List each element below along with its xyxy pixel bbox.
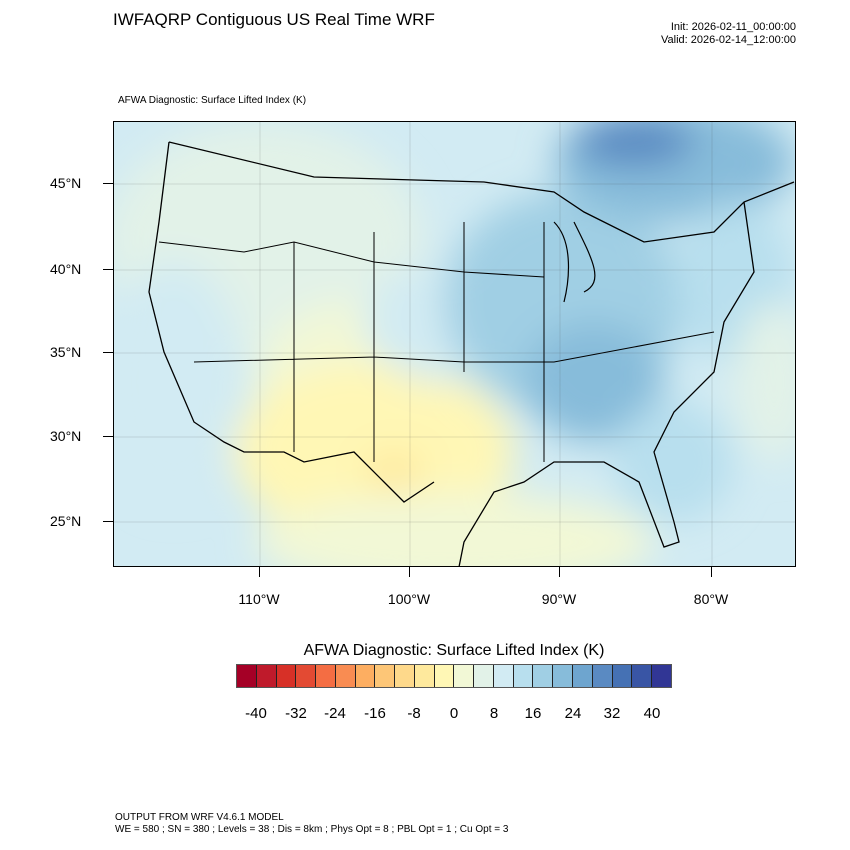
- colorbar-label: -8: [407, 705, 421, 722]
- us-outline: [148, 141, 795, 566]
- lat-label: 30°N: [50, 428, 82, 444]
- colorbar-swatch: [434, 665, 455, 687]
- init-time: Init: 2026-02-11_00:00:00: [670, 21, 796, 33]
- colorbar-swatch: [612, 665, 633, 687]
- colorbar-label: 8: [489, 705, 499, 722]
- colorbar-swatch: [237, 665, 257, 687]
- map-panel: [113, 121, 796, 567]
- lon-label: 110°W: [238, 591, 280, 607]
- lon-label: 90°W: [541, 591, 577, 607]
- lon-label: 100°W: [387, 591, 431, 607]
- colorbar-swatch: [414, 665, 435, 687]
- colorbar-swatch: [355, 665, 376, 687]
- colorbar-swatch: [533, 665, 554, 687]
- colorbar-swatch: [276, 665, 297, 687]
- model-info: OUTPUT FROM WRF V4.6.1 MODEL: [115, 812, 284, 823]
- field-subtitle: AFWA Diagnostic: Surface Lifted Index (K…: [118, 95, 307, 106]
- valid-time: Valid: 2026-02-14_12:00:00: [661, 34, 796, 46]
- colorbar-swatch: [652, 665, 671, 687]
- colorbar-swatch: [573, 665, 593, 687]
- colorbar-label: -32: [285, 705, 307, 722]
- colorbar-swatch: [316, 665, 336, 687]
- colorbar-swatch: [553, 665, 574, 687]
- lat-label: 45°N: [50, 175, 82, 191]
- colorbar-label: 0: [449, 705, 459, 722]
- colorbar-swatch: [513, 665, 534, 687]
- colorbar-label: -16: [364, 705, 386, 722]
- lat-label: 25°N: [50, 513, 82, 529]
- colorbar-label: 16: [524, 705, 542, 722]
- colorbar-label: -24: [324, 705, 346, 722]
- colorbar: [236, 664, 672, 688]
- lon-label: 80°W: [693, 591, 729, 607]
- lat-label: 40°N: [50, 261, 82, 277]
- colorbar-swatch: [375, 665, 396, 687]
- colorbar-swatch: [474, 665, 494, 687]
- lifted-index-field: [114, 122, 795, 566]
- colorbar-label: 24: [564, 705, 582, 722]
- colorbar-swatch: [632, 665, 653, 687]
- colorbar-swatch: [395, 665, 415, 687]
- plot-title: IWFAQRP Contiguous US Real Time WRF: [113, 10, 435, 29]
- colorbar-swatch: [493, 665, 514, 687]
- colorbar-swatch: [454, 665, 475, 687]
- colorbar-swatch: [296, 665, 317, 687]
- colorbar-swatch: [335, 665, 356, 687]
- colorbar-swatch: [592, 665, 613, 687]
- colorbar-label: 40: [643, 705, 661, 722]
- lat-label: 35°N: [50, 344, 82, 360]
- model-config: WE = 580 ; SN = 380 ; Levels = 38 ; Dis …: [115, 824, 509, 835]
- colorbar-label: 32: [603, 705, 621, 722]
- colorbar-swatch: [256, 665, 277, 687]
- colorbar-title: AFWA Diagnostic: Surface Lifted Index (K…: [303, 642, 605, 659]
- colorbar-label: -40: [245, 705, 267, 722]
